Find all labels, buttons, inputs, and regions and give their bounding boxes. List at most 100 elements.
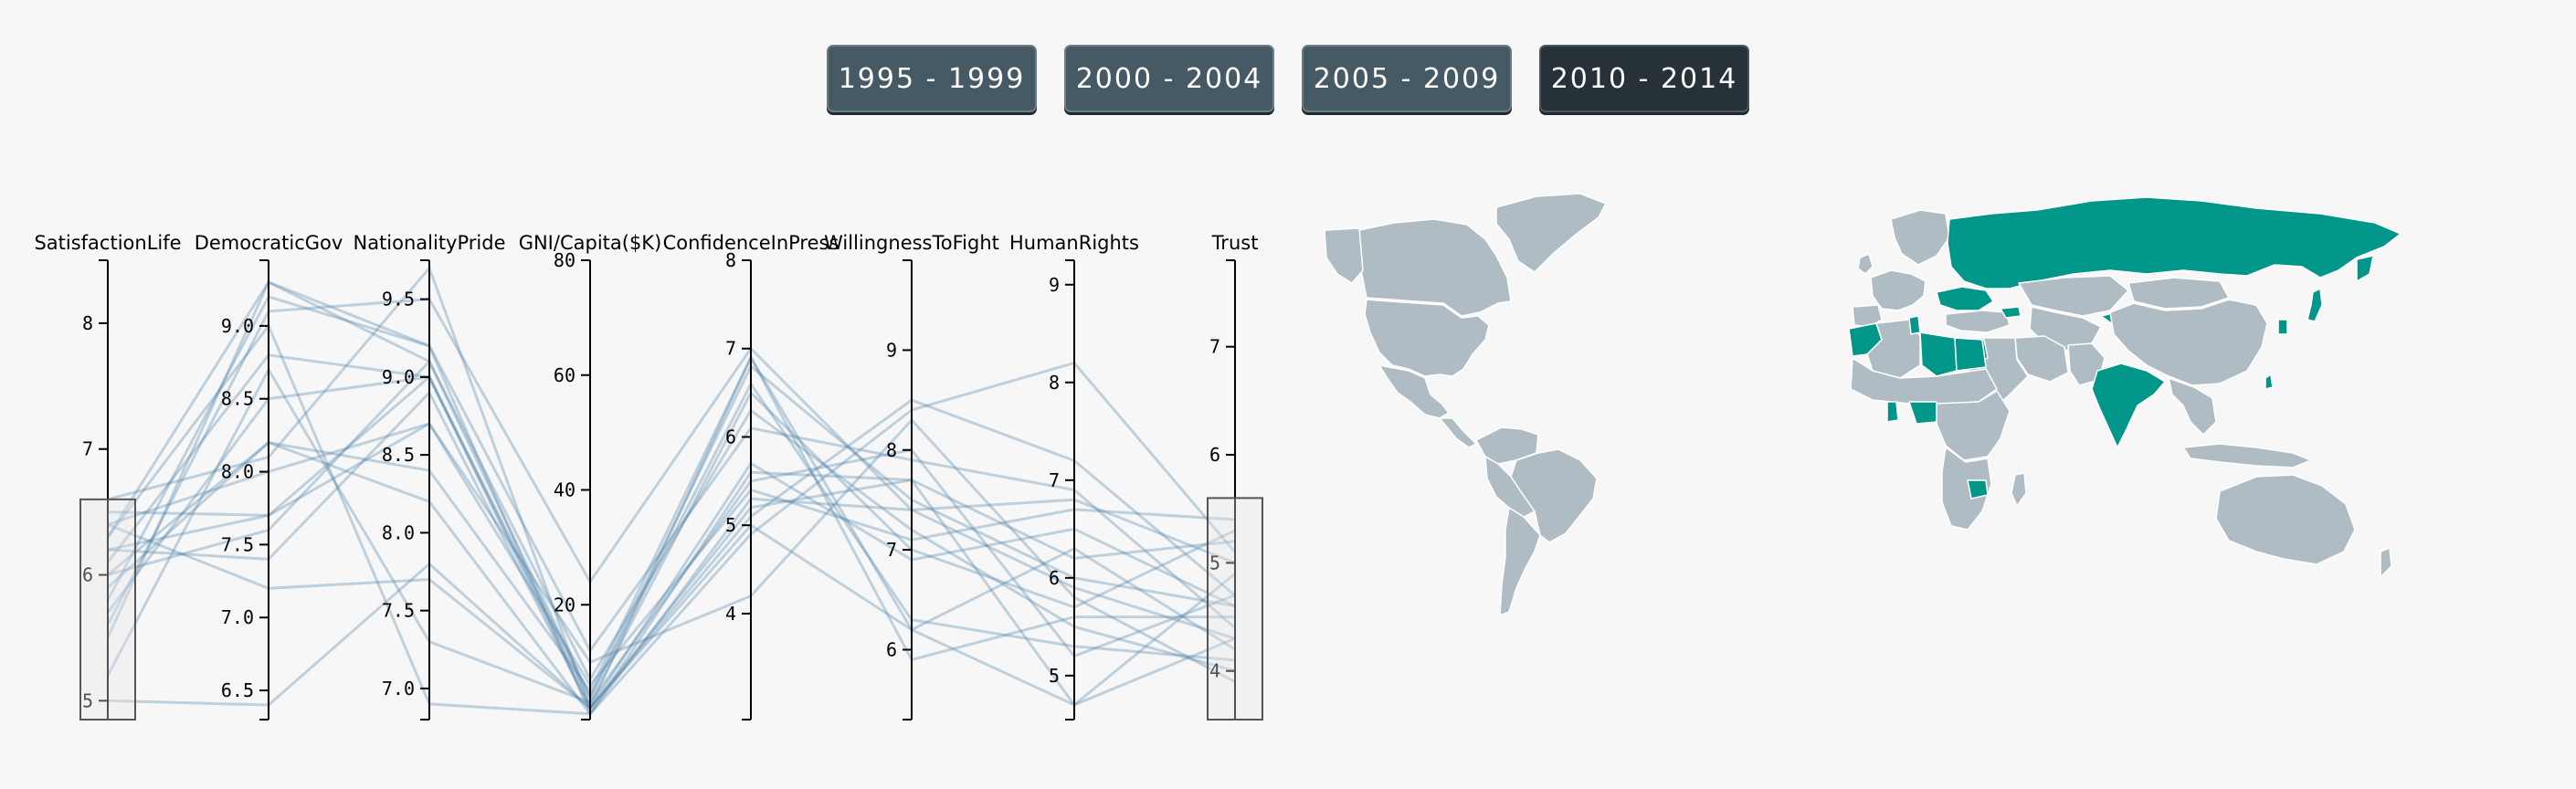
data-line <box>107 265 1236 711</box>
country-zimbabwe[interactable] <box>1967 479 1989 500</box>
country-madagascar[interactable] <box>2011 472 2027 507</box>
country-georgia[interactable] <box>2000 306 2022 319</box>
axis-title: GNI/Capita($K) <box>519 232 662 254</box>
data-line <box>107 417 1236 683</box>
country-alaska[interactable] <box>1324 227 1364 284</box>
axis-title: ConfidenceInPress <box>663 232 839 254</box>
data-line <box>106 366 1236 704</box>
country-ghana[interactable] <box>1886 401 1899 423</box>
data-line <box>106 298 1236 626</box>
period-button-2010-2014[interactable]: 2010 - 2014 <box>1539 45 1749 112</box>
brush-selection[interactable] <box>79 498 136 721</box>
country-japan[interactable] <box>2307 288 2323 322</box>
data-line <box>107 422 1236 688</box>
axis-title: Trust <box>1211 232 1259 254</box>
polyline-group <box>106 265 1237 717</box>
tick-label: 6.5 <box>221 679 254 701</box>
tick-label: 8.5 <box>221 388 254 410</box>
tick-label: 6 <box>82 564 93 586</box>
world-map <box>1324 193 2402 616</box>
tick-label: 5 <box>725 514 736 536</box>
country-nigeria[interactable] <box>1908 401 1937 425</box>
country-uk[interactable] <box>1857 253 1874 275</box>
tick-label: 8.0 <box>221 461 254 483</box>
tick-label: 7 <box>1209 336 1220 358</box>
tick-label: 7 <box>725 338 736 360</box>
tick-label: 7.5 <box>221 533 254 555</box>
period-button-2005-2009[interactable]: 2005 - 2009 <box>1302 45 1512 112</box>
country-russia[interactable] <box>1947 196 2402 289</box>
data-line <box>106 279 1236 700</box>
data-line <box>106 375 1236 711</box>
data-line <box>107 440 1236 717</box>
data-line <box>106 280 1236 654</box>
country-western-europe[interactable] <box>1870 269 1927 311</box>
brush-selection[interactable] <box>1207 497 1263 721</box>
tick-label: 20 <box>554 594 575 615</box>
country-sahel[interactable] <box>1850 357 1998 406</box>
country-taiwan[interactable] <box>2265 373 2274 390</box>
tick-label: 40 <box>554 479 575 501</box>
country-southern-africa[interactable] <box>1941 447 1992 531</box>
axis: 6.5 7.0 7.5 8.0 8.5 9.0 DemocraticGov <box>195 232 343 721</box>
country-usa[interactable] <box>1364 299 1490 377</box>
tick-label: 9.0 <box>382 366 415 388</box>
country-central-africa[interactable] <box>1936 390 2011 461</box>
data-line <box>107 359 1236 683</box>
country-canada[interactable] <box>1358 218 1512 317</box>
period-button-2000-2004[interactable]: 2000 - 2004 <box>1064 45 1274 112</box>
data-line <box>106 354 1236 694</box>
country-china[interactable] <box>2109 299 2268 386</box>
country-greenland[interactable] <box>1495 193 1607 273</box>
country-kamchatka[interactable] <box>2356 255 2374 282</box>
axis-title: DemocraticGov <box>195 232 343 254</box>
data-line <box>107 523 1236 710</box>
country-india[interactable] <box>2091 363 2166 448</box>
period-selector: 1995 - 1999 2000 - 2004 2005 - 2009 2010… <box>0 42 2576 115</box>
country-tunisia[interactable] <box>1908 315 1921 335</box>
tick-label: 8 <box>1049 372 1060 394</box>
tick-label: 5 <box>1049 665 1060 687</box>
country-south-korea[interactable] <box>2277 319 2288 335</box>
tick-label: 7.0 <box>221 606 254 628</box>
axis-title: HumanRights <box>1009 232 1139 254</box>
tick-label: 5 <box>1209 552 1220 573</box>
tick-label: 8 <box>725 249 736 271</box>
axis-title: WillingnessToFight <box>824 232 999 254</box>
data-line <box>107 354 1235 710</box>
country-new-zealand[interactable] <box>2380 547 2392 578</box>
country-iran[interactable] <box>2014 335 2069 383</box>
data-line <box>106 353 1236 705</box>
country-egypt[interactable] <box>1954 337 1987 372</box>
data-line <box>106 322 1236 716</box>
axis: 5 6 7 8 SatisfactionLife <box>34 232 182 721</box>
country-peru-bolivia[interactable] <box>1484 456 1536 518</box>
tick-label: 7.5 <box>382 600 415 622</box>
country-turkey-caucasus[interactable] <box>1945 310 2011 333</box>
tick-label: 8 <box>886 439 897 461</box>
country-mexico[interactable] <box>1378 364 1450 419</box>
country-ukraine[interactable] <box>1936 286 1994 311</box>
country-scandinavia[interactable] <box>1890 209 1950 266</box>
data-line <box>106 295 1237 717</box>
tick-label: 9.0 <box>221 315 254 337</box>
tick-label: 60 <box>554 364 575 386</box>
axis-title: NationalityPride <box>353 232 505 254</box>
country-argentina-chile[interactable] <box>1499 507 1541 616</box>
country-mongolia[interactable] <box>2127 277 2230 310</box>
country-indonesia[interactable] <box>2182 443 2312 468</box>
country-central-america[interactable] <box>1439 417 1477 448</box>
country-libya[interactable] <box>1919 331 1958 377</box>
country-southeast-asia[interactable] <box>2168 377 2217 436</box>
country-australia[interactable] <box>2215 474 2356 565</box>
tick-label: 5 <box>82 689 93 711</box>
tick-label: 6 <box>1049 567 1060 589</box>
tick-label: 7 <box>82 438 93 460</box>
period-button-1995-1999[interactable]: 1995 - 1999 <box>827 45 1037 112</box>
tick-label: 6 <box>886 638 897 660</box>
country-kazakhstan[interactable] <box>2018 275 2129 317</box>
tick-label: 8.0 <box>382 521 415 543</box>
tick-label: 9.5 <box>382 289 415 310</box>
tick-label: 8.5 <box>382 444 415 466</box>
